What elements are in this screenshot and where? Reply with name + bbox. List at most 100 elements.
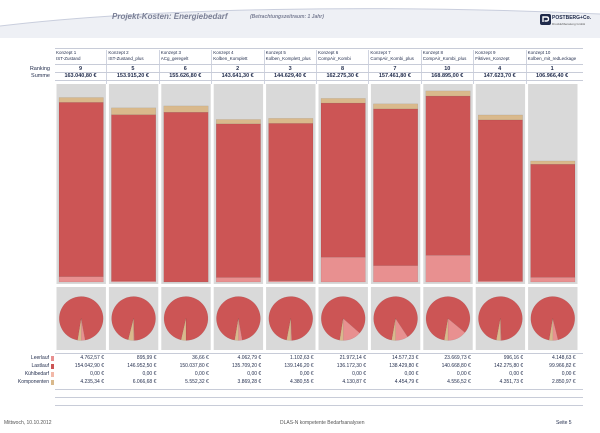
bar-segment [478,114,523,121]
data-label: 0,00 € [352,371,366,377]
concept-label: Konzept 5 [265,50,286,55]
column-separator [211,50,213,84]
pie-panel [475,287,526,350]
pie-slice [391,318,396,341]
concept-label: Konzept 6 [318,50,339,55]
bar-panel [318,84,368,284]
legend-swatch [51,364,54,369]
ranking-label: Ranking [29,66,50,72]
data-label: 0,00 € [299,371,314,377]
data-label: 996,16 € [503,355,524,361]
column-separator [316,50,317,84]
bar-segment [215,119,261,125]
bar-segment [425,95,471,256]
column-separator [106,50,108,84]
data-label: 0,00 € [247,371,262,377]
data-label: 140.668,80 € [441,363,471,369]
summe-value: 106.966,40 € [536,73,569,79]
data-label: 135.709,20 € [231,363,262,369]
company-logo: POSTBERG+Co. Druckluftberatung GmbH [540,14,598,34]
data-label: 142.275,80 € [493,363,524,369]
data-label: 21.972,14 € [339,355,366,361]
bar-panel [475,84,526,284]
legend-entry: Kühlbedarf [2,371,54,378]
concept-label: Konzept 3 [160,50,182,55]
bar-segment [111,107,157,115]
page-header: Projekt-Kosten: Energiebedarf (Betrachtu… [0,0,600,44]
bar-segment [268,123,314,281]
pie-slice [81,318,86,341]
bar-panel [370,84,421,284]
concept-name: CompAir_Kombi [318,56,351,61]
pie-slice [444,318,449,341]
pie-panel [56,287,106,350]
divider [55,389,583,390]
pie-slice [496,318,501,341]
data-label: 4.380,55 € [289,379,314,385]
divider [55,48,583,49]
data-label: 23.669,73 € [444,355,471,361]
bar-segment [111,280,157,283]
pie-slice [339,318,344,341]
data-label: 0,00 € [142,371,157,377]
bar-segment [215,123,261,278]
pie-panel [318,287,368,350]
data-label: 4.454,79 € [394,379,419,385]
legend-swatch [51,356,54,361]
column-separator [158,50,160,84]
divider [55,353,583,354]
bar-segment [478,280,523,283]
summe-value: 168.895,00 € [431,73,464,79]
bar-segment [320,102,366,258]
data-label: 0,00 € [509,371,524,377]
ranking-value: 9 [78,66,83,72]
pie-slice [180,318,187,341]
summe-label: Summe [31,73,50,79]
pie-slice [290,318,293,341]
column-separator [420,50,422,84]
data-label: 1.102,63 € [289,355,314,361]
concept-name: CompAir_Kombi_plus [422,56,467,61]
bar-panel [161,84,211,284]
pie-panel [108,287,159,350]
data-label: 4.148,63 € [551,355,576,361]
data-label: 4.351,73 € [499,379,524,385]
concept-label: Konzept 1 [56,50,77,55]
summe-value: 144.629,40 € [274,73,307,79]
bar-panel [213,84,264,284]
bar-segment [373,265,418,283]
ranking-value: 3 [288,66,292,72]
pie-slice [447,318,466,341]
summe-value: 153.915,20 € [116,73,149,79]
logo-text: POSTBERG+Co. [552,15,592,21]
bar-segment [478,119,523,282]
legend-label: Lastlauf [31,363,49,369]
pie-slice [343,318,361,341]
data-label: 0,00 € [456,371,471,377]
data-label: 6.066,68 € [132,379,157,385]
data-label: 138.429,80 € [389,363,419,369]
concept-label: Konzept 10 [527,50,551,55]
bar-segment [320,256,366,283]
column-separator [473,50,475,84]
legend-entry: Komponenten [2,379,54,386]
data-label: 0,00 € [404,371,419,377]
bar-segment [215,277,261,283]
legend-label: Leerlauf [30,355,49,361]
pie-slice [268,296,313,341]
summe-value: 155.626,80 € [169,73,202,79]
concept-label: Konzept 4 [213,50,234,55]
logo-icon [540,14,551,25]
divider [55,72,583,73]
ranking-value: 5 [131,66,135,72]
ranking-value: 10 [444,66,451,72]
legend-label: Komponenten [17,379,49,385]
legend-entry: Leerlauf [2,355,54,362]
page-number: Seite 5 [556,420,572,426]
pie-slice [127,318,134,341]
concept-label: Konzept 9 [475,50,496,55]
data-label: 14.577,23 € [391,355,419,361]
summe-value: 162.275,30 € [326,73,359,79]
legend-label: Kühlbedarf [24,371,49,377]
bar-segment [58,97,104,103]
